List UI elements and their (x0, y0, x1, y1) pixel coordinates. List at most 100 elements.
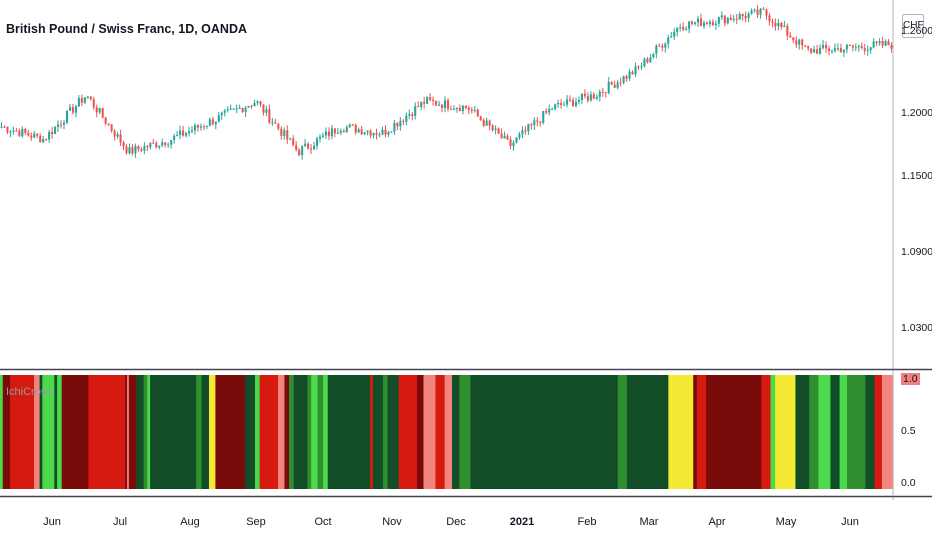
candle-body (45, 139, 48, 141)
oscillator-band (865, 375, 876, 489)
oscillator-band (846, 375, 866, 489)
candle-body (333, 128, 336, 134)
candle-body (0, 126, 3, 128)
candle-body (208, 119, 211, 126)
oscillator-band (284, 375, 290, 489)
candle-body (813, 49, 816, 53)
candle-body (342, 130, 345, 132)
candle-body (312, 145, 316, 149)
candle-body (176, 134, 179, 136)
candle-body (824, 44, 828, 49)
candle-body (396, 123, 399, 127)
candle-body (819, 47, 822, 54)
candle-body (57, 124, 60, 127)
candle-body (369, 130, 372, 136)
candle-body (548, 108, 551, 113)
candle-body (289, 138, 292, 140)
candle-body (452, 108, 455, 110)
candle-body (637, 66, 640, 68)
candle-body (646, 58, 649, 63)
candle-body (390, 131, 393, 133)
candle-body (682, 26, 685, 30)
oscillator-band (39, 375, 43, 489)
candle-body (610, 81, 613, 85)
candle-body (515, 137, 518, 143)
oscillator-band (452, 375, 460, 489)
candle-body (705, 22, 709, 25)
oscillator-band (61, 375, 89, 489)
time-axis-label: Jun (43, 516, 61, 528)
time-axis-label: Dec (446, 516, 466, 528)
candle-body (244, 107, 247, 112)
candle-body (753, 9, 756, 11)
candle-body (759, 8, 762, 15)
candle-body (628, 71, 631, 79)
candle-body (720, 15, 723, 18)
candle-body (512, 142, 515, 147)
oscillator-band (372, 375, 384, 489)
candle-body (426, 97, 429, 104)
time-axis-label: Sep (246, 516, 266, 528)
oscillator-band (423, 375, 437, 489)
oscillator-band (293, 375, 309, 489)
oscillator-band (125, 375, 128, 489)
oscillator-band (127, 375, 130, 489)
candle-body (411, 114, 414, 116)
time-axis-label: May (775, 516, 797, 528)
candle-body (598, 91, 601, 97)
candle-body (399, 120, 402, 127)
oscillator-band (668, 375, 694, 489)
candle-body (842, 49, 845, 53)
candle-body (866, 50, 869, 52)
candle-body (134, 145, 137, 154)
oscillator-pane (0, 375, 894, 489)
candle-body (223, 110, 226, 113)
candle-body (384, 129, 387, 135)
candle-body (402, 120, 405, 122)
candle-body (443, 100, 447, 109)
candle-body (292, 138, 295, 146)
time-axis-label: Nov (382, 516, 402, 528)
candle-body (482, 120, 485, 126)
candle-body (158, 145, 161, 148)
candle-body (363, 132, 366, 135)
oscillator-band (370, 375, 374, 489)
candle-body (98, 108, 101, 113)
time-axis-label: Jul (112, 516, 128, 528)
candle-body (214, 121, 217, 125)
candle-body (643, 58, 646, 67)
candle-body (836, 48, 839, 50)
candle-body (268, 109, 271, 123)
price-axis-label: 1.03000 (901, 322, 932, 335)
oscillator-band (307, 375, 312, 489)
candle-body (24, 128, 27, 133)
candle-body (857, 46, 860, 48)
candle-body (702, 22, 706, 27)
oscillator-band (693, 375, 698, 489)
candle-body (851, 45, 854, 48)
candle-body (321, 135, 325, 137)
oscillator-band (809, 375, 820, 489)
candle-body (652, 53, 655, 58)
oscillator-band (444, 375, 453, 489)
candle-body (625, 76, 628, 79)
candle-body (438, 104, 441, 106)
candle-body (345, 127, 348, 132)
currency-badge[interactable]: CHF (902, 14, 924, 38)
candle-body (696, 18, 700, 23)
candle-body (881, 41, 884, 46)
candle-body (68, 107, 71, 111)
candle-body (774, 22, 777, 27)
candle-body (128, 147, 131, 154)
oscillator-axis-label: 0.5 (901, 425, 916, 437)
candle-body (726, 17, 729, 24)
candle-body (354, 124, 357, 133)
candle-body (440, 104, 444, 109)
candle-body (479, 116, 482, 121)
oscillator-band (775, 375, 797, 489)
candle-body (271, 122, 274, 124)
candle-body (634, 66, 637, 75)
candle-body (259, 101, 262, 105)
